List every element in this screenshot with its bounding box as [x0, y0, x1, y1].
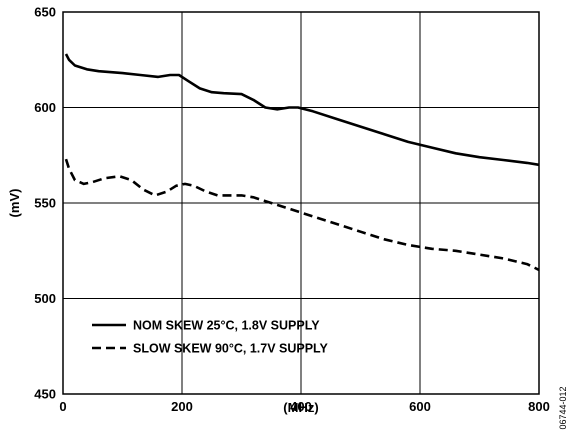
legend: NOM SKEW 25°C, 1.8V SUPPLY SLOW SKEW 90°…: [92, 319, 329, 356]
x-axis-label: (MHz): [283, 400, 318, 415]
x-tick-labels: 0 200 400 600 800: [59, 399, 549, 414]
plot-frame: [62, 11, 540, 395]
y-tick-labels: 450 500 550 600 650: [34, 5, 56, 402]
x-tick-label: 0: [59, 399, 66, 414]
series-line-nom-skew: [64, 53, 540, 167]
series-layer: [64, 53, 540, 272]
x-tick-label: 200: [171, 399, 193, 414]
y-axis-label: (mV): [7, 189, 22, 218]
y-tick-label: 500: [34, 291, 56, 306]
legend-label-slow-skew: SLOW SKEW 90°C, 1.7V SUPPLY: [133, 342, 329, 356]
y-tick-label: 650: [34, 5, 56, 20]
x-tick-label: 400: [290, 399, 312, 414]
y-tick-label: 450: [34, 387, 56, 402]
grid-lines: [63, 12, 539, 394]
y-tick-label: 600: [34, 100, 56, 115]
figure-id: 06744-012: [558, 386, 568, 429]
y-tick-label: 550: [34, 196, 56, 211]
legend-label-nom-skew: NOM SKEW 25°C, 1.8V SUPPLY: [133, 319, 320, 333]
series-line-slow-skew: [64, 158, 540, 272]
x-tick-label: 600: [409, 399, 431, 414]
x-tick-label: 800: [528, 399, 550, 414]
